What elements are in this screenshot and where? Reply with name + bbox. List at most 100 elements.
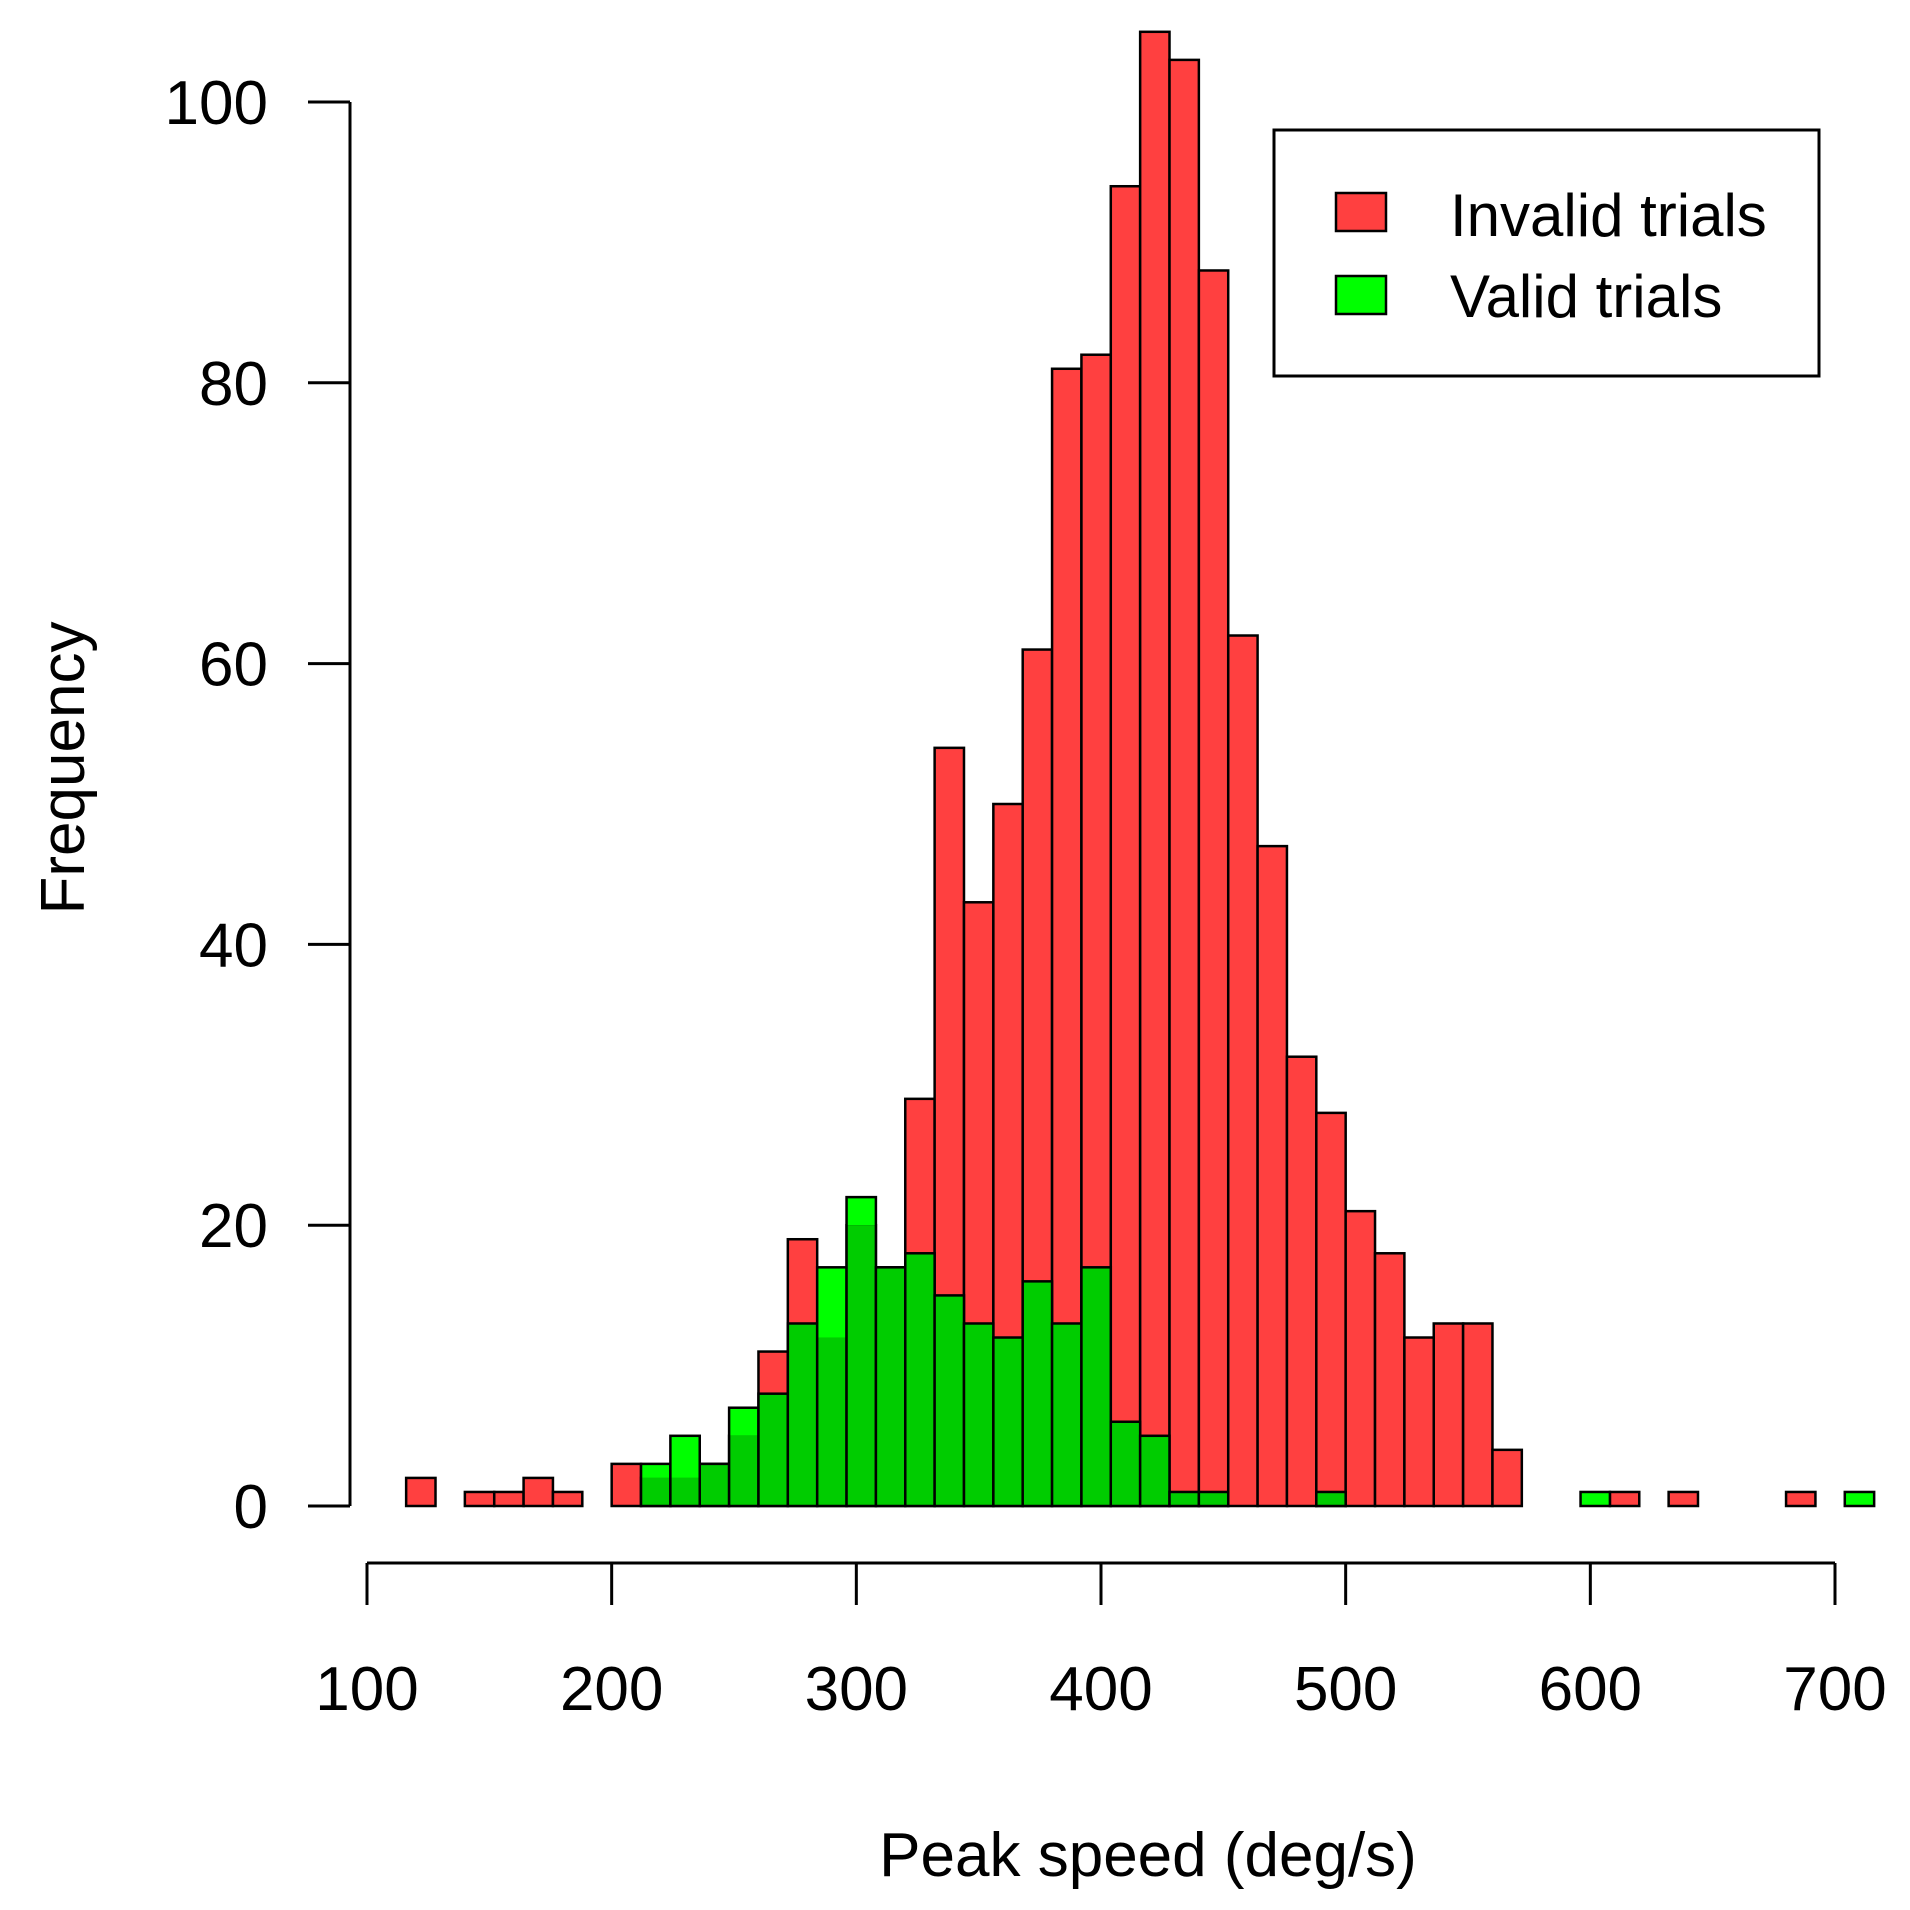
valid-bar-8 xyxy=(874,1266,907,1508)
valid-bar-overlap-15 xyxy=(1081,1267,1111,1506)
valid-bar-overlap-8 xyxy=(875,1267,906,1506)
valid-bar-overlap-6 xyxy=(817,1337,847,1506)
invalid-bar-24 xyxy=(1168,58,1201,1508)
valid-bar-13 xyxy=(1021,1280,1054,1508)
x-tick-label-6: 700 xyxy=(1783,1655,1886,1724)
valid-bar-15 xyxy=(1080,1266,1113,1508)
legend-swatch-valid xyxy=(1334,274,1388,316)
valid-bar-14 xyxy=(1050,1322,1083,1508)
invalid-bar-30 xyxy=(1344,1209,1377,1508)
invalid-bar-1 xyxy=(463,1490,496,1508)
invalid-bar-26 xyxy=(1226,634,1259,1508)
x-tick-label-2: 300 xyxy=(805,1655,908,1724)
invalid-bar-2 xyxy=(492,1490,525,1508)
valid-bar-11 xyxy=(962,1322,995,1508)
invalid-bar-23 xyxy=(1138,30,1171,1508)
valid-bar-exclusive-0 xyxy=(641,1463,671,1478)
x-axis: 100 200 300 400 500 600 700 xyxy=(315,1561,1887,1724)
x-axis-title: Peak speed (deg/s) xyxy=(879,1821,1417,1890)
x-tick-label-5: 600 xyxy=(1539,1655,1642,1724)
invalid-trials-bars xyxy=(404,30,1817,1508)
invalid-bar-34 xyxy=(1461,1322,1494,1508)
valid-bar-exclusive-6 xyxy=(817,1267,847,1338)
invalid-bar-20 xyxy=(1050,367,1083,1508)
valid-bar-16 xyxy=(1109,1420,1142,1508)
invalid-bar-5 xyxy=(610,1462,643,1508)
y-tick-label-0: 0 xyxy=(234,1473,268,1542)
legend-box xyxy=(1272,128,1821,378)
invalid-bar-22 xyxy=(1109,184,1142,1508)
invalid-bar-0 xyxy=(404,1476,437,1508)
valid-bar-overlap-17 xyxy=(1140,1435,1170,1506)
valid-bar-2 xyxy=(698,1462,731,1508)
valid-bar-0 xyxy=(639,1462,672,1508)
valid-bar-10 xyxy=(933,1294,966,1508)
valid-bar-6 xyxy=(815,1266,848,1508)
valid-bar-22 xyxy=(1843,1490,1876,1508)
y-tick-label-4: 80 xyxy=(199,350,268,419)
valid-bar-overlap-18 xyxy=(1169,1491,1199,1506)
y-tick-label-3: 60 xyxy=(199,631,268,700)
valid-bar-outline-21 xyxy=(1579,1490,1612,1508)
invalid-bar-36 xyxy=(1608,1490,1641,1508)
valid-bar-exclusive-1 xyxy=(670,1435,700,1478)
invalid-bar-28 xyxy=(1285,1055,1318,1508)
invalid-bar-29 xyxy=(1315,1111,1347,1508)
valid-bar-4 xyxy=(757,1392,790,1508)
invalid-bar-3 xyxy=(522,1476,555,1508)
invalid-bar-37 xyxy=(1667,1490,1700,1508)
valid-bar-7 xyxy=(845,1195,878,1508)
valid-bar-overlap-5 xyxy=(787,1323,818,1506)
valid-bar-overlap-3 xyxy=(729,1435,759,1506)
valid-bar-overlap-2 xyxy=(699,1463,730,1506)
valid-trials-bars xyxy=(639,1195,1876,1508)
valid-bar-5 xyxy=(786,1322,819,1508)
x-tick-label-0: 100 xyxy=(315,1655,418,1724)
legend: Invalid trials Valid trials xyxy=(1272,128,1821,378)
valid-bar-overlap-7 xyxy=(846,1225,876,1506)
valid-bar-overlap-16 xyxy=(1110,1421,1141,1506)
valid-bar-12 xyxy=(992,1336,1024,1508)
valid-bar-exclusive-21 xyxy=(1580,1491,1610,1506)
invalid-bar-4 xyxy=(551,1490,584,1508)
valid-bar-overlap-20 xyxy=(1316,1491,1346,1506)
y-axis: 0 20 40 60 80 100 xyxy=(165,69,352,1542)
y-tick-label-2: 40 xyxy=(199,911,268,980)
legend-label-valid: Valid trials xyxy=(1450,263,1722,330)
valid-bar-19 xyxy=(1197,1490,1230,1508)
valid-bar-18 xyxy=(1168,1490,1201,1508)
valid-bar-outline-15 xyxy=(1080,1266,1113,1508)
valid-bar-overlap-19 xyxy=(1198,1491,1229,1506)
invalid-bar-31 xyxy=(1373,1252,1406,1508)
valid-bar-1 xyxy=(669,1434,701,1508)
valid-bar-21 xyxy=(1579,1490,1612,1508)
valid-bar-overlap-10 xyxy=(934,1295,964,1506)
valid-bar-outline-19 xyxy=(1197,1490,1230,1508)
valid-bar-exclusive-7 xyxy=(846,1197,876,1226)
valid-bar-outline-17 xyxy=(1138,1434,1171,1508)
valid-bar-17 xyxy=(1138,1434,1171,1508)
x-tick-label-1: 200 xyxy=(560,1655,663,1724)
valid-bar-exclusive-3 xyxy=(729,1407,759,1436)
x-tick-label-4: 500 xyxy=(1294,1655,1397,1724)
x-tick-label-3: 400 xyxy=(1049,1655,1152,1724)
y-axis-title: Frequency xyxy=(29,622,98,915)
valid-bar-overlap-0 xyxy=(641,1477,671,1506)
y-tick-label-1: 20 xyxy=(199,1192,268,1261)
valid-bar-9 xyxy=(904,1252,936,1508)
valid-bar-3 xyxy=(727,1406,760,1508)
invalid-bar-32 xyxy=(1403,1336,1435,1508)
valid-bar-overlap-1 xyxy=(670,1477,700,1506)
invalid-bar-33 xyxy=(1432,1322,1465,1508)
valid-bar-exclusive-22 xyxy=(1844,1491,1875,1506)
valid-bar-20 xyxy=(1315,1490,1347,1508)
valid-bar-overlap-12 xyxy=(993,1337,1023,1506)
valid-bar-overlap-13 xyxy=(1022,1281,1053,1506)
invalid-bar-38 xyxy=(1784,1490,1817,1508)
invalid-bar-27 xyxy=(1256,844,1289,1508)
valid-bar-outline-20 xyxy=(1315,1490,1347,1508)
valid-bar-overlap-9 xyxy=(905,1253,935,1506)
y-tick-label-5: 100 xyxy=(165,69,268,138)
valid-bar-overlap-11 xyxy=(963,1323,994,1506)
